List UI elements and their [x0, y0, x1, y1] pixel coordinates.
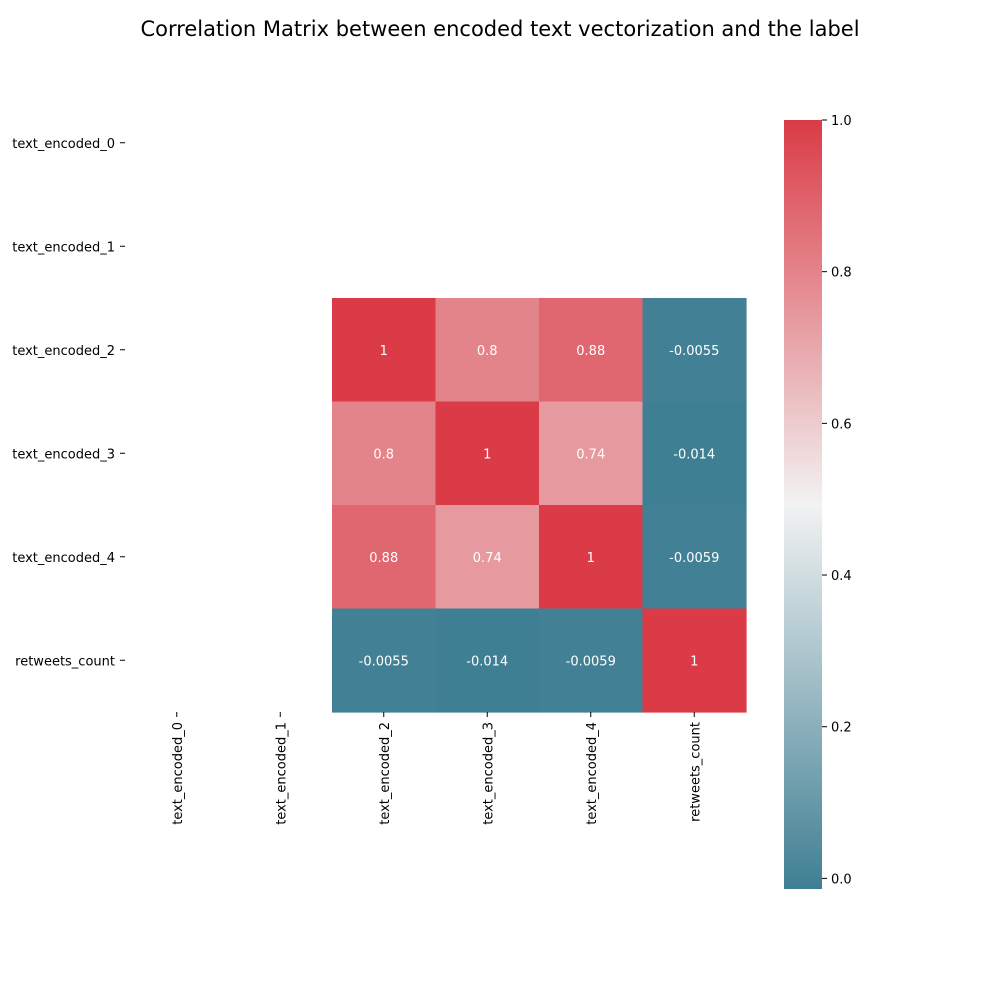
colorbar-tick-label: 0.8 — [831, 266, 852, 281]
cell-annotation: 0.88 — [576, 344, 605, 359]
y-tick-label: text_encoded_0 — [12, 137, 115, 152]
colorbar-gradient — [784, 120, 822, 889]
y-tick-label: text_encoded_2 — [12, 344, 115, 359]
chart-title: Correlation Matrix between encoded text … — [140, 17, 859, 41]
colorbar-tick-label: 0.0 — [831, 872, 852, 887]
heatmap-grid — [332, 298, 747, 713]
colorbar-ticks: 0.0 0.2 0.4 0.6 0.8 1.0 — [822, 114, 852, 887]
heatmap-cell — [332, 608, 437, 713]
cell-annotation: 0.8 — [373, 447, 394, 462]
heatmap-cell — [539, 505, 644, 610]
x-tick-label: text_encoded_2 — [378, 722, 393, 825]
cell-annotation: -0.0055 — [359, 654, 409, 669]
x-tick-label: text_encoded_3 — [481, 722, 496, 825]
x-tick-label: text_encoded_0 — [171, 722, 186, 825]
heatmap-cell — [642, 401, 747, 506]
colorbar-tick-label: 0.2 — [831, 721, 852, 736]
colorbar-tick-label: 0.6 — [831, 417, 852, 432]
heatmap-cell — [332, 298, 437, 403]
heatmap-cell — [435, 505, 540, 610]
heatmap-cell — [642, 505, 747, 610]
x-tick-label: text_encoded_1 — [274, 722, 289, 825]
cell-annotation: 0.88 — [369, 551, 398, 566]
cell-annotation: 0.8 — [477, 344, 498, 359]
colorbar: 0.0 0.2 0.4 0.6 0.8 1.0 — [784, 114, 852, 889]
heatmap-cell — [435, 298, 540, 403]
x-tick-label: retweets_count — [688, 722, 703, 822]
x-tick-label: text_encoded_4 — [585, 722, 600, 825]
heatmap-annotations: 1 0.8 0.88 -0.0055 0.8 1 0.74 -0.014 0.88 0.74 1 -0… — [359, 344, 720, 670]
heatmap-cell — [332, 401, 437, 506]
cell-annotation: -0.0059 — [669, 551, 719, 566]
y-tick-label: text_encoded_1 — [12, 240, 115, 255]
cell-annotation: 1 — [587, 551, 595, 566]
heatmap-cell — [539, 298, 644, 403]
heatmap-cell — [539, 608, 644, 713]
colorbar-tick-label: 0.4 — [831, 569, 852, 584]
colorbar-tick-label: 1.0 — [831, 114, 852, 129]
cell-annotation: 0.74 — [576, 447, 605, 462]
cell-annotation: -0.014 — [466, 654, 508, 669]
cell-annotation: 1 — [380, 344, 388, 359]
heatmap-cell — [435, 401, 540, 506]
cell-annotation: 1 — [483, 447, 491, 462]
heatmap-cell — [435, 608, 540, 713]
cell-annotation: 0.74 — [473, 551, 502, 566]
y-tick-label: retweets_count — [15, 654, 115, 669]
heatmap-cell — [539, 401, 644, 506]
cell-annotation: 1 — [690, 654, 698, 669]
y-tick-label: text_encoded_4 — [12, 551, 115, 566]
heatmap-cell — [642, 298, 747, 403]
cell-annotation: -0.014 — [673, 447, 715, 462]
x-axis: text_encoded_0 text_encoded_1 text_encoded… — [171, 712, 703, 825]
cell-annotation: -0.0055 — [669, 344, 719, 359]
heatmap-cell — [642, 608, 747, 713]
cell-annotation: -0.0059 — [566, 654, 616, 669]
y-tick-label: text_encoded_3 — [12, 447, 115, 462]
y-axis: text_encoded_0 text_encoded_1 text_encoded… — [12, 137, 125, 669]
heatmap-cell — [332, 505, 437, 610]
